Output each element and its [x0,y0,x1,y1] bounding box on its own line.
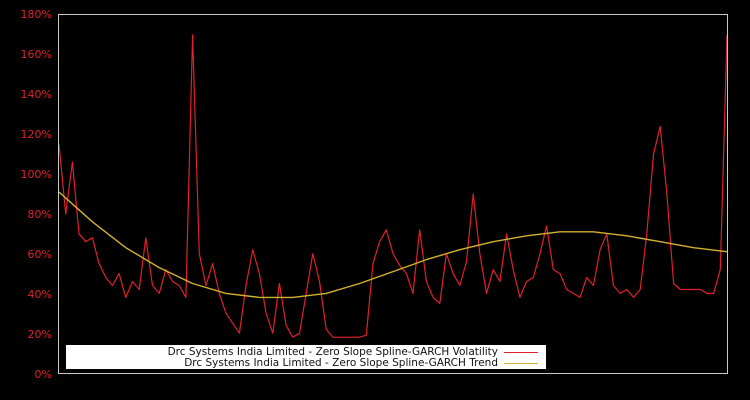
legend-item-volatility: Drc Systems India Limited - Zero Slope S… [168,346,538,358]
legend-swatch-volatility [504,351,538,353]
plot-area [58,14,728,374]
y-tick-label: 140% [20,88,52,101]
y-tick-label: 60% [27,248,52,261]
y-tick-label: 160% [20,48,52,61]
y-tick-label: 40% [27,288,52,301]
y-tick-label: 20% [27,328,52,341]
legend: Drc Systems India Limited - Zero Slope S… [66,345,546,369]
legend-item-trend: Drc Systems India Limited - Zero Slope S… [184,357,538,369]
y-tick-label: 120% [20,128,52,141]
legend-label: Drc Systems India Limited - Zero Slope S… [184,357,498,369]
legend-label: Drc Systems India Limited - Zero Slope S… [167,346,498,358]
y-tick-label: 100% [20,168,52,181]
trend-line [59,191,727,299]
legend-swatch-trend [504,362,538,364]
volatility-line [59,34,727,338]
y-tick-label: 80% [27,208,52,221]
plot-canvas [59,34,727,338]
y-tick-label: 0% [34,368,52,381]
y-tick-label: 180% [20,8,52,21]
